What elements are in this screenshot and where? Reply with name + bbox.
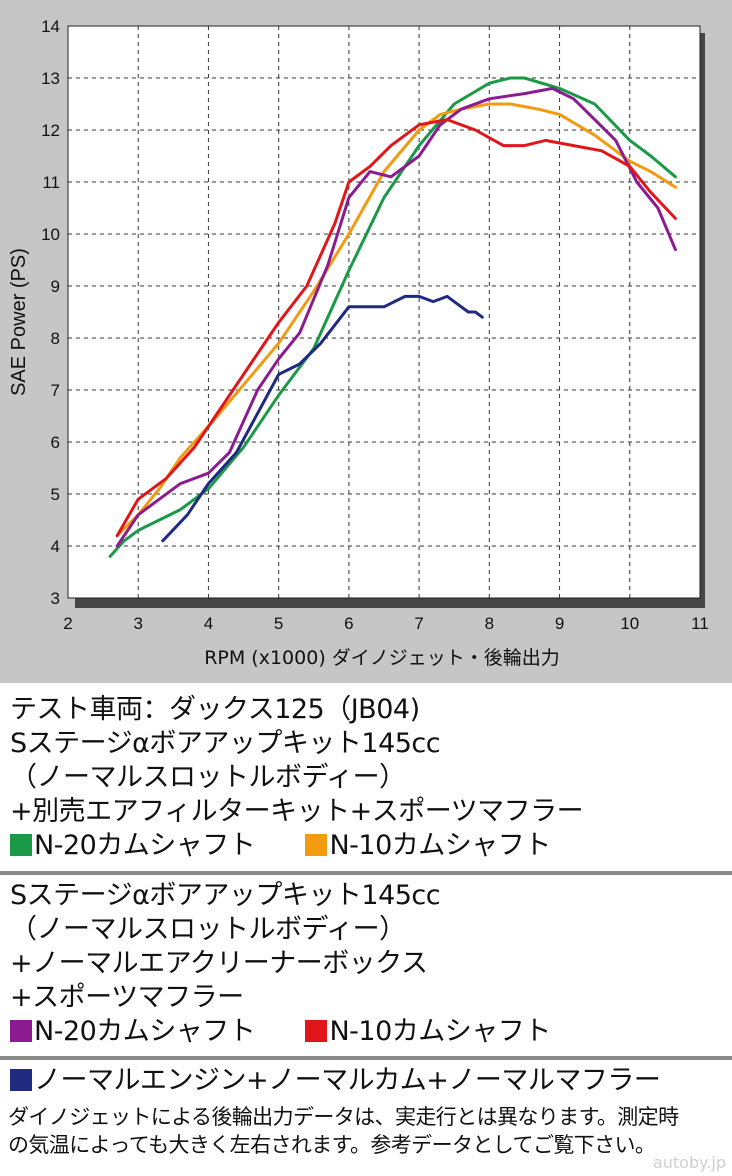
red-swatch — [305, 1020, 328, 1042]
series-line-4 — [115, 118, 677, 538]
plot-area — [68, 26, 700, 598]
group2-line2: （ノーマルスロットルボディー） — [10, 914, 406, 945]
x-tick-label: 7 — [414, 614, 423, 633]
y-tick-label: 12 — [41, 121, 60, 140]
y-tick-label: 5 — [51, 485, 60, 504]
x-tick-label: 5 — [274, 614, 283, 633]
y-tick-label: 14 — [41, 17, 60, 36]
x-tick-label: 4 — [204, 614, 213, 633]
legend-item-n20-purple: N-20カムシャフト — [34, 1016, 256, 1047]
group2-line4: +スポーツマフラー — [10, 982, 244, 1013]
group3-legend-row: ノーマルエンジン+ノーマルカム+ノーマルマフラー — [10, 1064, 661, 1098]
plot-frame — [67, 25, 701, 599]
group1-line2: （ノーマルスロットルボディー） — [10, 762, 406, 793]
y-tick-label: 3 — [51, 589, 60, 608]
x-tick-label: 10 — [620, 614, 639, 633]
x-tick-label: 9 — [555, 614, 564, 633]
legend-item-n10-red: N-10カムシャフト — [329, 1016, 551, 1047]
group1-legend-row: N-20カムシャフト N-10カムシャフト — [10, 829, 551, 863]
x-axis-label: RPM (x1000) ダイノジェット・後輪出力 — [204, 647, 560, 669]
x-tick-label: 2 — [63, 614, 72, 633]
x-tick-label: 3 — [133, 614, 142, 633]
legend-item-n20-green: N-20カムシャフト — [34, 830, 256, 861]
green-swatch — [10, 834, 32, 856]
note-line-1: ダイノジェットによる後輪出力データは、実走行とは異なります。測定時 — [8, 1105, 679, 1129]
y-tick-label: 10 — [41, 225, 60, 244]
vehicle-title: テスト車両：ダックス125（JB04) — [10, 694, 420, 725]
y-axis-label: SAE Power (PS) — [8, 248, 30, 396]
chart-panel: 2 3 4 5 6 7 8 9 10 11 3 4 5 6 7 8 9 10 11 12 13 14 SAE Power … — [0, 0, 732, 683]
group2-line1: Sステージαボアアップキット145cc — [10, 880, 441, 911]
series-layer — [108, 76, 677, 558]
y-tick-label: 13 — [41, 69, 60, 88]
y-tick-label: 9 — [51, 277, 60, 296]
separator-2 — [0, 1056, 732, 1060]
legend-panel: テスト車両：ダックス125（JB04) Sステージαボアアップキット145cc … — [0, 683, 732, 1176]
group2-legend-row: N-20カムシャフト N-10カムシャフト — [10, 1015, 551, 1049]
x-tick-label: 6 — [344, 614, 353, 633]
navy-swatch — [10, 1069, 32, 1091]
series-line-3 — [115, 86, 677, 548]
legend-item-n10-orange: N-10カムシャフト — [329, 830, 551, 861]
y-tick-label: 11 — [42, 173, 60, 192]
watermark: autoby.jp — [652, 1153, 726, 1172]
y-tick-label: 4 — [51, 537, 60, 556]
y-tick-label: 8 — [51, 329, 60, 348]
legend-item-normal-engine: ノーマルエンジン+ノーマルカム+ノーマルマフラー — [34, 1065, 661, 1096]
y-tick-label: 6 — [51, 433, 60, 452]
series-line-5 — [161, 294, 484, 543]
note-line-2: の気温によっても大きく左右されます。参考データとしてご覧下さい。 — [8, 1133, 656, 1157]
grid — [67, 25, 701, 599]
purple-swatch — [10, 1020, 32, 1042]
orange-swatch — [305, 834, 328, 856]
group1-line1: Sステージαボアアップキット145cc — [10, 728, 441, 759]
group2-line3: +ノーマルエアクリーナーボックス — [10, 948, 428, 979]
x-tick-label: 8 — [485, 614, 494, 633]
y-tick-label: 7 — [51, 381, 60, 400]
separator-1 — [0, 871, 732, 875]
series-line-2 — [115, 102, 677, 538]
series-line-1 — [108, 76, 677, 558]
x-tick-label: 11 — [691, 614, 709, 633]
group1-line3: +別売エアフィルターキット+スポーツマフラー — [10, 796, 584, 827]
